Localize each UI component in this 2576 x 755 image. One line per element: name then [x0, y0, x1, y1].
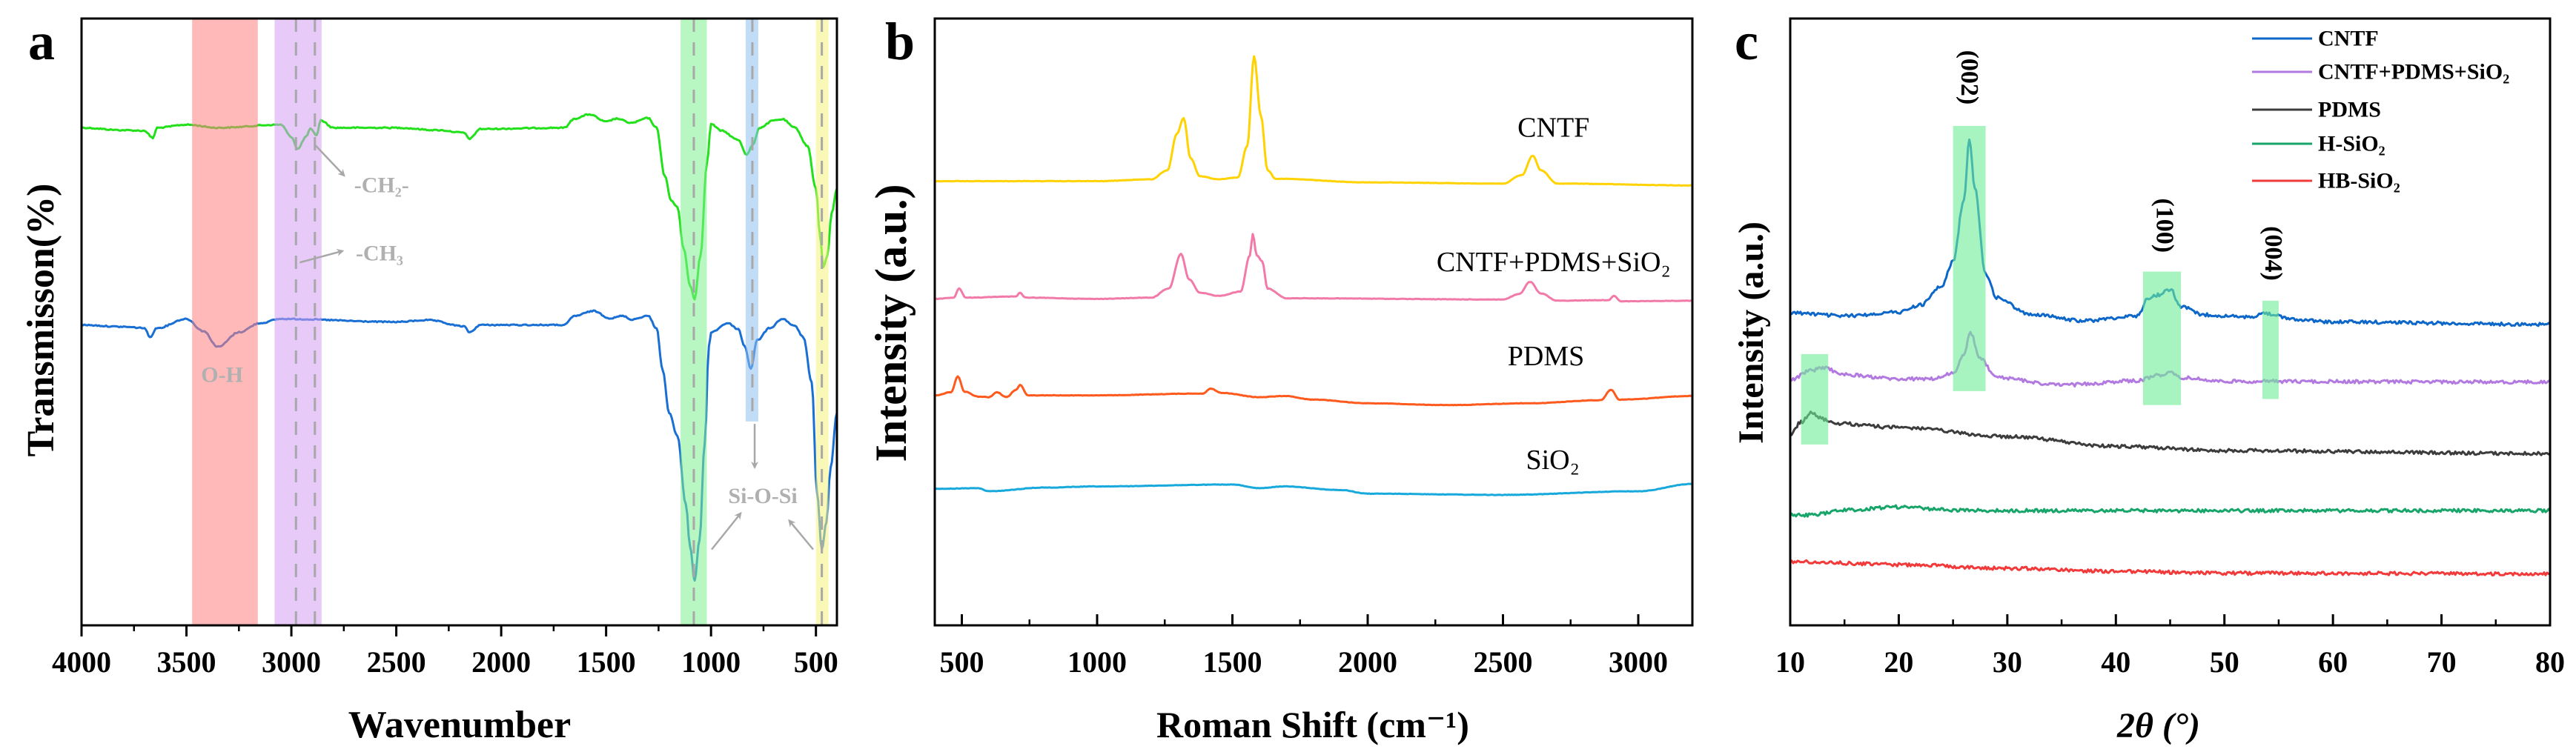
- series-line: [934, 482, 1693, 496]
- panel-letter: a: [28, 12, 55, 71]
- x-tick-label: 20: [1884, 645, 1913, 679]
- annotation-arrow: [788, 519, 814, 551]
- peak-label: (100): [2151, 198, 2179, 253]
- highlight-band: [681, 19, 707, 625]
- annotation-arrow: [299, 248, 345, 264]
- series-label: SiO₂: [1526, 445, 1579, 476]
- x-tick-label: 3000: [1609, 645, 1668, 679]
- y-axis-title: Intensity (a.u.): [1732, 222, 1771, 444]
- series-label: CNTF: [1517, 112, 1589, 143]
- legend-label: CNTF+PDMS+SiO₂: [2318, 60, 2509, 84]
- x-tick-label: 3000: [262, 645, 321, 679]
- x-tick-label: 1000: [681, 645, 741, 679]
- legend-label: HB-SiO₂: [2318, 169, 2400, 193]
- legend-item: CNTF+PDMS+SiO₂: [2252, 60, 2509, 84]
- x-tick-label: 1500: [1203, 645, 1262, 679]
- x-tick-label: 60: [2318, 645, 2348, 679]
- series-line: [1789, 559, 2551, 576]
- y-axis-title: Transmisson(%): [20, 184, 62, 457]
- plot-frame: [1789, 17, 2552, 627]
- raman-panel: CNTF CNTF+PDMS+SiO₂ PDMS SiO₂ 500 1000 1500 200…: [867, 12, 1694, 745]
- annotation-label: -CH₃: [356, 241, 403, 265]
- series-line: [1789, 504, 2552, 518]
- x-tick-label: 30: [1993, 645, 2022, 679]
- legend-item: HB-SiO₂: [2252, 169, 2400, 193]
- plot-frame: [933, 17, 1694, 627]
- x-tick-label: 2500: [1474, 645, 1533, 679]
- legend-item: PDMS: [2252, 98, 2381, 122]
- x-tick-label: 40: [2101, 645, 2130, 679]
- x-tick-label: 2000: [471, 645, 531, 679]
- highlight-band: [815, 19, 829, 625]
- series-label: PDMS: [1508, 341, 1585, 372]
- annotation-arrow: [711, 511, 742, 551]
- legend-label: H-SiO₂: [2318, 132, 2385, 156]
- x-tick-label: 2500: [367, 645, 426, 679]
- highlight-band: [192, 19, 258, 625]
- y-axis-title: Intensity (a.u.): [867, 184, 915, 462]
- x-tick-label: 10: [1775, 645, 1805, 679]
- x-tick-label: 3500: [157, 645, 216, 679]
- peak-label: (002): [1956, 50, 1983, 105]
- x-tick-label: 4000: [52, 645, 111, 679]
- x-axis-title: Roman Shift (cm⁻¹): [1156, 704, 1469, 745]
- highlight-band: [274, 19, 322, 625]
- x-axis-title: 2θ (°): [2116, 706, 2200, 745]
- panel-letter: c: [1735, 12, 1758, 71]
- series-line: [1789, 410, 2551, 456]
- x-tick-label: 1500: [577, 645, 636, 679]
- ftir-panel: -CH₂- -CH₃ O-H Si-O-Si 4000 3500 3000 2500 2000 1…: [20, 12, 838, 746]
- series-line: [934, 233, 1693, 303]
- annotation-label: Si-O-Si: [728, 484, 797, 508]
- highlight-band: [2142, 271, 2182, 405]
- highlight-band: [1953, 125, 1986, 391]
- x-tick-label: 500: [794, 645, 838, 679]
- xrd-panel: (002) (100) (004) 10 20 30 40 50 60 70 80 c 2θ (°)…: [1732, 12, 2565, 745]
- x-tick-label: 2000: [1338, 645, 1397, 679]
- x-tick-label: 70: [2427, 645, 2457, 679]
- series-line: [935, 375, 1692, 407]
- legend: CNTF CNTF+PDMS+SiO₂ PDMS H-SiO₂ HB-SiO₂: [2252, 27, 2509, 193]
- legend-item: CNTF: [2252, 27, 2379, 51]
- peak-label: (004): [2259, 226, 2287, 281]
- x-axis-title: Wavenumber: [348, 704, 571, 746]
- x-tick-label: 1000: [1067, 645, 1127, 679]
- plot-frame: [80, 17, 838, 627]
- legend-label: CNTF: [2318, 27, 2379, 51]
- x-tick-label: 500: [940, 645, 984, 679]
- legend-item: H-SiO₂: [2252, 132, 2385, 156]
- legend-label: PDMS: [2318, 98, 2381, 122]
- panel-letter: b: [885, 12, 915, 71]
- series-label: CNTF+PDMS+SiO₂: [1437, 247, 1671, 278]
- x-tick-label: 80: [2535, 645, 2565, 679]
- series-line: [934, 55, 1693, 187]
- x-tick-label: 50: [2210, 645, 2239, 679]
- highlight-band: [2262, 300, 2279, 399]
- highlight-band: [1801, 353, 1829, 445]
- annotation-label: -CH₂-: [354, 173, 409, 198]
- annotation-label: O-H: [201, 362, 243, 387]
- annotation-arrow: [314, 144, 345, 177]
